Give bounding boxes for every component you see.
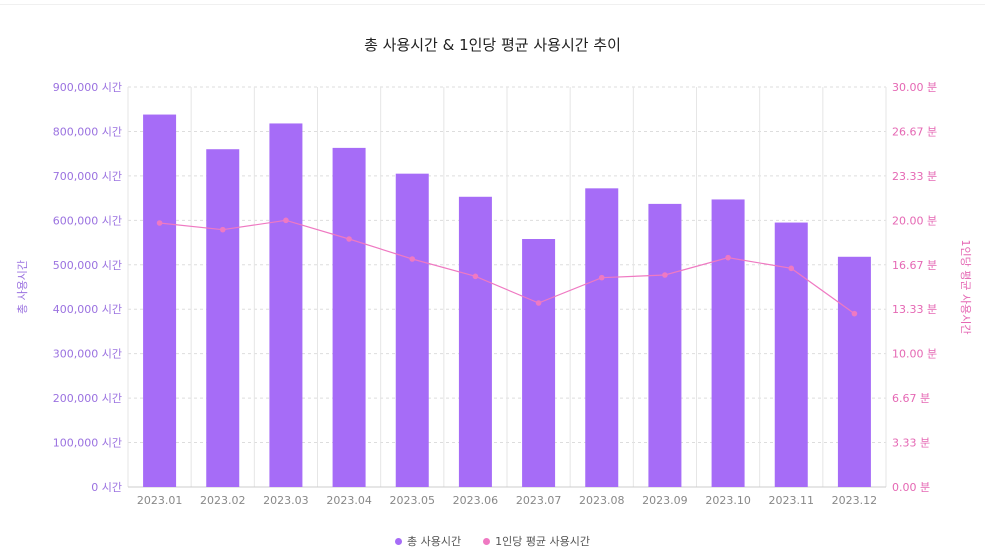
bar: [711, 199, 745, 487]
y2-tick-label: 20.00 분: [892, 214, 937, 227]
line-point: [156, 220, 163, 226]
line-point: [725, 254, 731, 261]
line-point: [219, 226, 226, 233]
y2-axis-title: 1인당 평균 사용시간: [959, 240, 972, 335]
bar: [458, 196, 492, 487]
y2-tick-label: 23.33 분: [892, 170, 937, 183]
line-point: [346, 236, 352, 242]
legend-label-average: 1인당 평균 사용시간: [495, 535, 591, 548]
y2-tick-label: 13.33 분: [892, 303, 937, 316]
line-point: [851, 310, 858, 317]
line-point: [535, 300, 542, 306]
x-tick-label: 2023.12: [832, 494, 878, 507]
y2-tick-label: 10.00 분: [892, 348, 937, 361]
bar: [269, 123, 303, 487]
bar: [522, 239, 556, 487]
bar: [837, 256, 871, 487]
line-point: [662, 272, 668, 278]
y-tick-label: 700,000 시간: [53, 170, 122, 183]
y2-tick-label: 0.00 분: [892, 481, 930, 494]
bar: [143, 114, 177, 488]
y-tick-label: 100,000 시간: [53, 437, 122, 450]
bar: [332, 147, 366, 487]
legend-label-total: 총 사용시간: [406, 535, 462, 548]
y-tick-label: 300,000 시간: [53, 348, 122, 361]
x-tick-label: 2023.10: [705, 494, 751, 507]
line-point: [409, 256, 416, 262]
x-tick-label: 2023.08: [579, 494, 625, 507]
y-tick-label: 500,000 시간: [53, 259, 122, 272]
x-tick-label: 2023.02: [200, 494, 246, 507]
y2-tick-label: 30.00 분: [892, 81, 937, 94]
y2-tick-label: 6.67 분: [892, 392, 930, 405]
y-tick-label: 600,000 시간: [53, 214, 122, 227]
average-line: [159, 219, 855, 315]
x-tick-label: 2023.09: [642, 494, 688, 507]
x-tick-label: 2023.04: [326, 494, 372, 507]
top-divider: [0, 4, 985, 5]
legend-line-swatch: [483, 537, 491, 545]
legend-item-total[interactable]: 총 사용시간: [394, 533, 462, 549]
bar: [206, 149, 240, 487]
bar: [648, 203, 682, 487]
legend-bar-swatch: [394, 537, 402, 545]
chart-legend: 총 사용시간 1인당 평균 사용시간: [0, 533, 985, 549]
x-tick-label: 2023.05: [390, 494, 436, 507]
line-point: [283, 217, 289, 224]
y-tick-label: 400,000 시간: [53, 303, 122, 316]
x-tick-label: 2023.01: [137, 494, 183, 507]
y-axis-title: 총 사용시간: [16, 260, 29, 314]
bar: [774, 222, 808, 488]
y2-tick-label: 16.67 분: [892, 259, 937, 272]
x-tick-label: 2023.07: [516, 494, 562, 507]
x-tick-label: 2023.11: [769, 494, 815, 507]
bar: [395, 173, 429, 487]
x-tick-label: 2023.06: [453, 494, 499, 507]
y-tick-label: 800,000 시간: [53, 125, 122, 138]
y2-tick-label: 3.33 분: [892, 437, 930, 450]
line-point: [598, 274, 605, 281]
line-point: [788, 265, 795, 272]
y-tick-label: 0 시간: [91, 481, 122, 494]
y-tick-label: 900,000 시간: [53, 81, 122, 94]
chart-title: 총 사용시간 & 1인당 평균 사용시간 추이: [364, 36, 621, 54]
legend-item-average[interactable]: 1인당 평균 사용시간: [483, 533, 590, 549]
bar: [585, 188, 619, 488]
x-tick-label: 2023.03: [263, 494, 309, 507]
line-point: [472, 273, 479, 280]
y-tick-label: 200,000 시간: [53, 392, 122, 405]
y2-tick-label: 26.67 분: [892, 125, 937, 138]
